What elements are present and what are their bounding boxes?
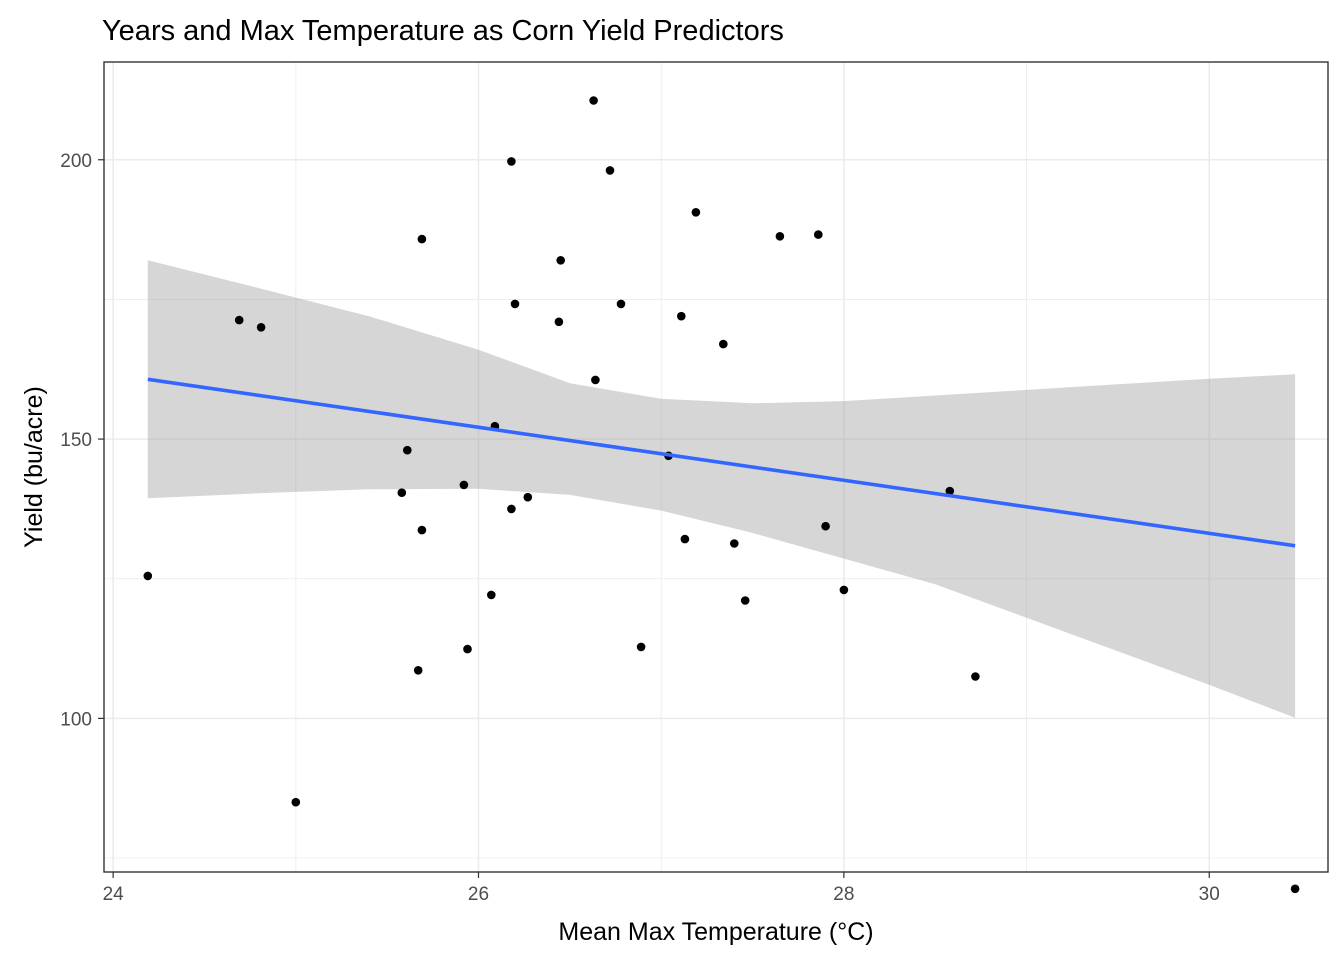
data-point xyxy=(413,666,423,675)
x-tick-label: 28 xyxy=(833,884,854,905)
data-point xyxy=(510,299,520,309)
data-point xyxy=(507,504,516,514)
data-point xyxy=(256,323,266,332)
x-tick-label: 30 xyxy=(1199,884,1220,905)
major-gridlines xyxy=(104,62,1328,872)
data-point xyxy=(554,317,564,327)
data-point xyxy=(459,480,469,490)
data-point xyxy=(234,315,244,325)
data-point xyxy=(775,232,785,241)
data-point xyxy=(636,642,646,652)
data-point xyxy=(487,590,496,600)
y-tick-label: 150 xyxy=(60,430,92,451)
data-point xyxy=(397,488,407,498)
data-point xyxy=(143,571,153,581)
panel-border xyxy=(103,61,1329,873)
data-point xyxy=(680,534,690,544)
data-point xyxy=(677,311,686,321)
plot-panel xyxy=(104,62,1328,872)
data-point xyxy=(403,445,412,455)
data-point xyxy=(616,299,626,309)
data-point xyxy=(291,797,301,807)
data-point xyxy=(417,525,427,535)
confidence-band-layer xyxy=(147,260,1296,718)
y-tick-label: 100 xyxy=(60,709,92,730)
data-point xyxy=(730,539,739,548)
data-point xyxy=(591,375,600,385)
data-point xyxy=(589,96,598,105)
data-point xyxy=(740,596,750,605)
y-axis-title: Yield (bu/acre) xyxy=(20,386,48,548)
data-point xyxy=(523,492,533,502)
trend-line-layer xyxy=(147,377,1296,548)
data-point xyxy=(691,208,701,217)
data-point xyxy=(814,230,823,239)
data-point xyxy=(945,486,955,496)
y-axis: 100 150 200 xyxy=(60,151,104,730)
data-point xyxy=(463,644,472,654)
confidence-band xyxy=(147,260,1296,718)
x-tick-label: 26 xyxy=(468,884,489,905)
data-point xyxy=(417,234,427,244)
x-tick-label: 24 xyxy=(103,884,125,905)
minor-gridlines xyxy=(104,62,1328,872)
data-point xyxy=(719,339,728,349)
y-tick-label: 200 xyxy=(60,151,92,172)
data-point xyxy=(1290,884,1300,894)
data-point xyxy=(605,166,615,175)
x-axis: 24 26 28 30 xyxy=(103,872,1220,905)
chart-title: Years and Max Temperature as Corn Yield … xyxy=(102,15,784,47)
data-point xyxy=(556,255,565,265)
data-point xyxy=(507,157,516,166)
trend-line xyxy=(147,377,1296,548)
data-point xyxy=(839,585,849,595)
data-point xyxy=(971,672,980,681)
data-point xyxy=(821,521,830,531)
x-axis-title: Mean Max Temperature (°C) xyxy=(558,918,873,946)
